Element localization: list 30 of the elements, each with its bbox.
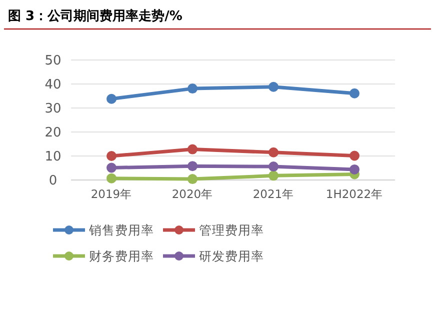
y-tick-label: 50 [44,54,62,68]
y-tick-label: 20 [44,126,62,140]
point [350,164,360,174]
x-tick-label: 1H2022年 [326,187,384,201]
x-tick-label: 2019年 [90,187,132,201]
point [268,82,278,92]
point [106,173,116,184]
point [106,94,116,104]
point [268,147,278,158]
point [188,174,198,184]
chart-title: 图 3：公司期间费用率走势/% [8,8,182,24]
point [188,144,198,154]
point [350,150,360,161]
y-tick-label: 0 [48,174,58,188]
legend-label: 研发费用率 [199,248,264,264]
point [188,161,198,172]
y-tick-label: 30 [44,102,62,116]
legend-label: 财务费用率 [89,248,154,264]
point [106,151,116,161]
point [350,88,360,98]
point [268,170,278,181]
y-tick-label: 10 [44,150,62,164]
point [106,162,116,173]
legend-label: 销售费用率 [88,222,154,238]
y-tick-label: 40 [44,78,62,92]
point [188,84,198,94]
x-tick-label: 2021年 [252,187,294,201]
x-tick-label: 2020年 [172,187,214,201]
legend-label: 管理费用率 [199,222,264,238]
point [268,162,278,172]
